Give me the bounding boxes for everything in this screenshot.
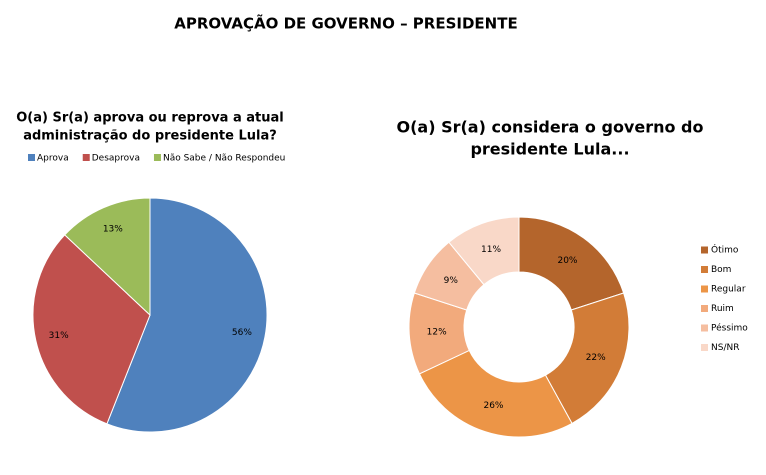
legend-label: Bom: [711, 265, 731, 275]
data-label: 31%: [49, 331, 69, 341]
slice: [544, 292, 630, 425]
legend-swatch: [28, 154, 35, 161]
legend-label: Ótimo: [711, 244, 739, 256]
legend-label: Não Sabe / Não Respondeu: [163, 154, 285, 164]
data-label: 11%: [481, 245, 501, 255]
data-label: 20%: [557, 256, 577, 266]
chart-title: O(a) Sr(a) aprova ou reprova a atual: [16, 111, 284, 126]
legend-swatch: [153, 154, 161, 161]
chart-title: O(a) Sr(a) considera o governo do: [396, 118, 703, 137]
legend-swatch: [701, 305, 708, 312]
legend-swatch: [82, 154, 90, 161]
slice: [32, 234, 151, 425]
legend-swatch: [701, 344, 708, 351]
legend-label: Péssimo: [711, 323, 748, 334]
slice: [418, 349, 573, 438]
chart-title: administração do presidente Lula?: [23, 129, 277, 144]
data-label: 26%: [483, 401, 503, 411]
data-label: 13%: [103, 225, 123, 235]
legend-swatch: [701, 266, 708, 273]
legend-label: NS/NR: [711, 343, 739, 353]
legend-swatch: [701, 324, 708, 332]
data-label: 22%: [586, 353, 606, 363]
legend-label: Ruim: [711, 304, 734, 314]
slice: [64, 197, 151, 317]
data-label: 56%: [232, 328, 252, 338]
data-label: 9%: [444, 276, 459, 286]
slice: [448, 216, 520, 286]
legend-swatch: [701, 285, 708, 293]
data-label: 12%: [427, 328, 447, 338]
legend-label: Desaprova: [92, 154, 140, 164]
chart-title: presidente Lula...: [470, 140, 629, 159]
page-title: APROVAÇÃO DE GOVERNO – PRESIDENTE: [174, 14, 517, 33]
legend-swatch: [701, 246, 708, 254]
legend-label: Aprova: [37, 154, 69, 164]
legend-label: Regular: [711, 285, 746, 295]
slice: [106, 197, 268, 433]
